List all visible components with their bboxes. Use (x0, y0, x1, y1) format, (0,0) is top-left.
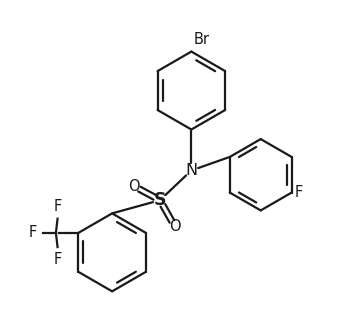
Text: F: F (295, 185, 303, 200)
Text: F: F (29, 225, 37, 240)
Text: O: O (169, 219, 181, 234)
Text: N: N (185, 163, 197, 178)
Text: S: S (154, 191, 166, 209)
Text: Br: Br (194, 32, 210, 47)
Text: O: O (128, 179, 140, 194)
Text: F: F (53, 199, 62, 214)
Text: F: F (53, 252, 62, 267)
